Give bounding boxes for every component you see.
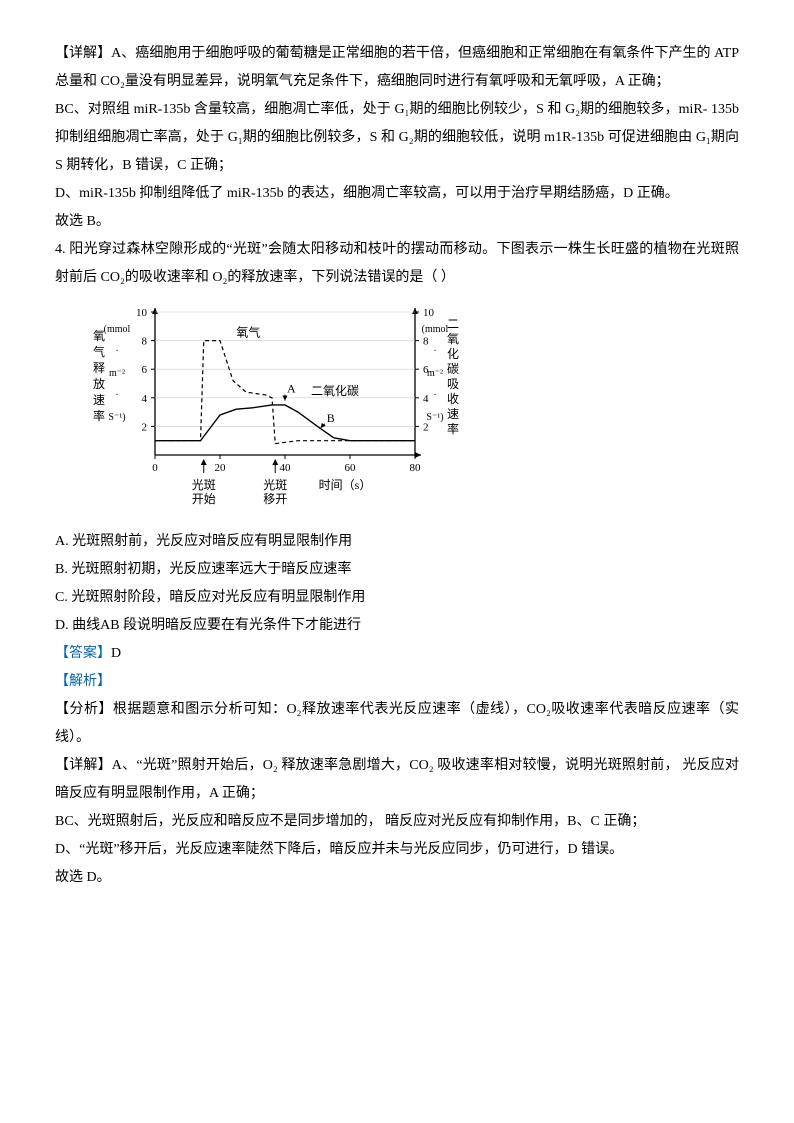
svg-text:二: 二 (447, 317, 459, 331)
answer-value: D (111, 646, 121, 661)
svg-text:2: 2 (423, 421, 429, 433)
svg-text:放: 放 (93, 376, 105, 391)
svg-text:6: 6 (142, 364, 148, 376)
svg-text:8: 8 (142, 336, 148, 348)
analysis-label-line: 【解析】 (55, 668, 739, 696)
svg-text:0: 0 (152, 462, 158, 474)
svg-text:60: 60 (345, 462, 357, 474)
svg-text:10: 10 (136, 307, 148, 319)
svg-text:40: 40 (280, 462, 292, 474)
svg-text:4: 4 (142, 393, 148, 405)
svg-text:收: 收 (447, 392, 459, 406)
svg-text:20: 20 (215, 462, 227, 474)
svg-text:80: 80 (410, 462, 422, 474)
explanation-p1: 【详解】A、癌细胞用于细胞呼吸的葡萄糖是正常细胞的若干倍，但癌细胞和正常细胞在有… (55, 40, 739, 96)
svg-text:·: · (115, 390, 118, 401)
choice-d: D. 曲线AB 段说明暗反应要在有光条件下才能进行 (55, 612, 739, 640)
svg-text:氧气: 氧气 (236, 324, 260, 339)
svg-text:光斑: 光斑 (263, 478, 287, 492)
svg-text:4: 4 (423, 393, 429, 405)
choice-b: B. 光斑照射初期，光反应速率远大于暗反应速率 (55, 556, 739, 584)
svg-text:2: 2 (142, 421, 148, 433)
analysis-p4: D、“光斑”移开后，光反应速率陡然下降后，暗反应并未与光反应同步，仍可进行，D … (55, 836, 739, 864)
svg-text:A: A (287, 382, 296, 396)
svg-text:(mmol: (mmol (104, 324, 131, 335)
explanation-p2: BC、对照组 miR-135b 含量较高，细胞凋亡率低，处于 G₁期的细胞比例较… (55, 96, 739, 180)
svg-text:氧: 氧 (447, 332, 459, 346)
svg-text:·: · (433, 390, 436, 401)
svg-text:移开: 移开 (263, 492, 287, 506)
line-chart: 224466881010020406080时间（s）光斑开始光斑移开氧气二氧化碳… (85, 300, 465, 520)
svg-text:光斑: 光斑 (192, 478, 216, 492)
svg-text:吸: 吸 (447, 377, 459, 391)
svg-text:B: B (327, 411, 335, 425)
svg-text:S⁻¹): S⁻¹) (108, 412, 125, 423)
choice-c: C. 光斑照射阶段，暗反应对光反应有明显限制作用 (55, 584, 739, 612)
analysis-p1: 【分析】根据题意和图示分析可知：O₂释放速率代表光反应速率（虚线），CO₂吸收速… (55, 696, 739, 752)
svg-text:(mmol: (mmol (422, 324, 449, 335)
svg-text:速: 速 (447, 407, 459, 421)
analysis-label: 【解析】 (55, 674, 111, 689)
svg-text:8: 8 (423, 336, 429, 348)
svg-text:开始: 开始 (192, 492, 216, 506)
svg-text:m⁻²: m⁻² (109, 368, 125, 379)
explanation-p4: 故选 B。 (55, 208, 739, 236)
svg-text:10: 10 (423, 307, 435, 319)
svg-text:m⁻²: m⁻² (427, 368, 443, 379)
svg-text:率: 率 (93, 408, 105, 423)
svg-text:化: 化 (447, 347, 459, 361)
svg-text:·: · (433, 346, 436, 357)
question-4-stem: 4. 阳光穿过森林空隙形成的“光斑”会随太阳移动和枝叶的摆动而移动。下图表示一株… (55, 236, 739, 292)
svg-text:释: 释 (93, 361, 105, 375)
svg-text:率: 率 (447, 421, 459, 436)
svg-text:·: · (115, 346, 118, 357)
analysis-p2: 【详解】A、“光斑”照射开始后，O₂ 释放速率急剧增大，CO₂ 吸收速率相对较慢… (55, 752, 739, 808)
analysis-p5: 故选 D。 (55, 864, 739, 892)
svg-text:速: 速 (93, 393, 105, 407)
svg-text:S⁻¹): S⁻¹) (426, 412, 443, 423)
svg-text:气: 气 (93, 344, 105, 359)
svg-text:时间（s）: 时间（s） (319, 478, 372, 492)
svg-text:二氧化碳: 二氧化碳 (311, 384, 359, 398)
choice-a: A. 光斑照射前，光反应对暗反应有明显限制作用 (55, 528, 739, 556)
explanation-p3: D、miR-135b 抑制组降低了 miR-135b 的表达，细胞凋亡率较高，可… (55, 180, 739, 208)
answer-line: 【答案】D (55, 640, 739, 668)
answer-label: 【答案】 (55, 646, 111, 661)
svg-text:碳: 碳 (447, 362, 459, 376)
chart-container: 224466881010020406080时间（s）光斑开始光斑移开氧气二氧化碳… (85, 300, 465, 520)
analysis-p3: BC、光斑照射后，光反应和暗反应不是同步增加的， 暗反应对光反应有抑制作用，B、… (55, 808, 739, 836)
choice-list: A. 光斑照射前，光反应对暗反应有明显限制作用 B. 光斑照射初期，光反应速率远… (55, 528, 739, 640)
